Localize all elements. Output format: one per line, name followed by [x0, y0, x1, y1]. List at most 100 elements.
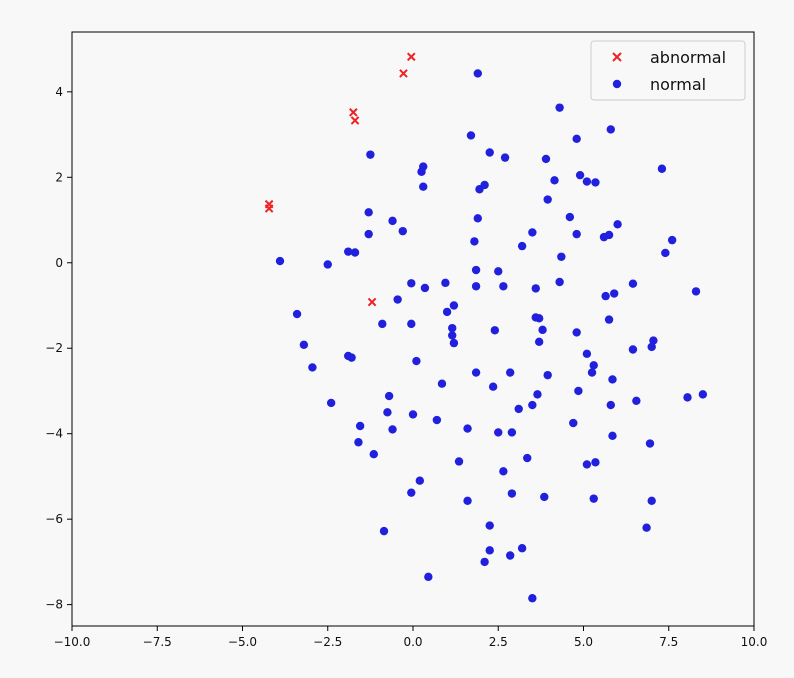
data-point-normal: [601, 291, 610, 301]
data-point-normal: [517, 241, 527, 251]
points-layer: [264, 52, 708, 603]
data-point-normal: [632, 396, 641, 405]
data-point-normal: [582, 349, 592, 358]
data-point-normal: [432, 415, 442, 425]
data-point-normal: [555, 103, 564, 112]
data-point-normal: [364, 229, 373, 239]
data-point-normal: [628, 279, 638, 288]
x-tick-label: −2.5: [313, 635, 342, 649]
data-point-normal: [574, 386, 583, 396]
data-point-normal: [533, 390, 542, 399]
data-point-normal: [449, 338, 459, 348]
x-tick-label: 10.0: [741, 635, 768, 649]
legend: abnormal normal: [590, 40, 746, 101]
data-point-normal: [471, 282, 481, 291]
data-point-normal: [645, 439, 655, 448]
data-point-normal: [308, 363, 317, 372]
y-tick-label: −4: [45, 427, 63, 441]
data-point-normal: [494, 428, 503, 437]
plot-frame: [71, 31, 755, 627]
data-point-normal: [369, 450, 378, 459]
y-tick-label: −6: [45, 512, 63, 526]
x-tick-label: 7.5: [659, 635, 678, 649]
x-tick-label: −10.0: [54, 635, 91, 649]
data-point-normal: [531, 284, 540, 293]
data-point-normal: [514, 404, 523, 414]
marker-stroke: [399, 69, 408, 78]
data-point-normal: [442, 307, 452, 317]
data-point-normal: [647, 496, 656, 505]
data-point-normal: [393, 295, 402, 304]
legend-abnormal-marker: [612, 52, 622, 62]
data-point-normal: [608, 431, 617, 441]
data-point-normal: [499, 282, 508, 291]
data-point-normal: [543, 195, 552, 204]
data-point-normal: [384, 391, 394, 401]
data-point-normal: [683, 393, 692, 402]
marker-stroke: [264, 204, 274, 213]
data-point-normal: [299, 340, 309, 350]
data-point-abnormal: [264, 204, 274, 213]
data-point-normal: [408, 410, 418, 419]
data-point-normal: [589, 494, 598, 503]
data-point-normal: [591, 178, 600, 187]
data-point-normal: [350, 248, 360, 257]
y-tick-label: −2: [45, 341, 63, 355]
data-point-normal: [412, 356, 421, 366]
data-point-normal: [528, 228, 537, 237]
data-point-normal: [463, 496, 472, 505]
data-point-normal: [407, 319, 416, 329]
data-point-normal: [541, 154, 551, 164]
y-tick-label: 2: [55, 170, 63, 184]
data-point-normal: [344, 247, 353, 256]
data-point-normal: [473, 214, 482, 223]
data-point-normal: [507, 428, 517, 437]
y-tick-label: −8: [45, 598, 63, 612]
marker-stroke: [367, 297, 377, 307]
data-point-normal: [555, 277, 564, 287]
data-point-normal: [420, 283, 430, 293]
data-point-normal: [471, 265, 481, 275]
data-point-normal: [475, 185, 484, 194]
data-point-normal: [473, 69, 482, 78]
data-point-normal: [388, 425, 397, 434]
data-point-normal: [523, 453, 532, 463]
data-point-normal: [383, 408, 392, 417]
data-point-normal: [378, 319, 387, 329]
data-point-normal: [449, 301, 459, 310]
data-point-abnormal: [350, 116, 360, 125]
data-point-normal: [485, 148, 494, 157]
data-point-normal: [364, 208, 373, 217]
data-point-normal: [582, 460, 592, 469]
data-point-normal: [649, 336, 658, 345]
x-axis: −10.0 −7.5 −5.0 −2.5 0.0 2.5 5.0 7.5 10.0: [54, 626, 768, 649]
x-tick-label: 5.0: [574, 635, 593, 649]
data-point-normal: [534, 314, 544, 323]
data-point-normal: [466, 131, 476, 140]
data-point-normal: [292, 309, 302, 319]
data-point-normal: [407, 279, 416, 288]
data-point-normal: [606, 400, 615, 410]
legend-abnormal-marker-stroke-2: [612, 52, 622, 62]
data-point-normal: [326, 398, 336, 408]
marker-stroke: [406, 52, 416, 62]
data-point-normal: [540, 492, 549, 502]
data-point-normal: [424, 572, 433, 582]
marker-stroke: [350, 116, 360, 125]
data-point-normal: [355, 421, 365, 431]
data-point-normal: [470, 237, 479, 246]
data-point-normal: [407, 488, 416, 497]
legend-label-abnormal: abnormal: [650, 48, 726, 67]
data-point-normal: [448, 323, 457, 333]
y-axis: 4 2 0 −2 −4 −6 −8: [45, 85, 72, 612]
data-point-normal: [647, 342, 656, 352]
x-tick-label: 0.0: [403, 635, 422, 649]
data-point-normal: [323, 260, 332, 269]
data-point-normal: [454, 457, 464, 466]
data-point-normal: [398, 226, 407, 236]
data-point-normal: [441, 278, 450, 288]
data-point-normal: [543, 370, 552, 380]
data-point-normal: [550, 176, 559, 185]
data-point-normal: [565, 212, 575, 222]
